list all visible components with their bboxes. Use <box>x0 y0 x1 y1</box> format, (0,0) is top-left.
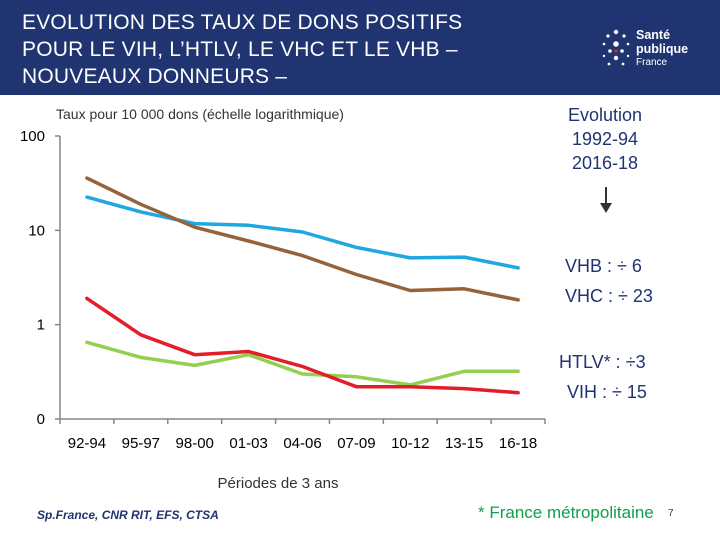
y-tick-label: 0 <box>37 411 45 428</box>
series-line-vhb <box>85 195 520 270</box>
x-tick-label: 95-97 <box>122 435 160 452</box>
title-line-3: NOUVEAUX DONNEURS – <box>22 65 288 88</box>
series-line-vih <box>85 296 520 395</box>
title-line-2: POUR LE VIH, L’HTLV, LE VHC ET LE VHB – <box>22 38 458 61</box>
ratio-vih-value: ÷ 15 <box>612 382 647 402</box>
x-tick-label: 04-06 <box>283 435 321 452</box>
logo-line-3: France <box>636 57 668 68</box>
footnote-text: * France métropolitaine <box>478 503 654 522</box>
evolution-title-line-1: Evolution <box>567 105 643 125</box>
ratio-vhb-label: VHB : <box>565 256 613 276</box>
x-tick-label: 07-09 <box>337 435 375 452</box>
chart-title: Taux pour 10 000 dons (échelle logarithm… <box>56 106 344 122</box>
ratio-htlv-value: ÷3 <box>625 352 646 372</box>
ratio-vih-label: VIH : <box>567 382 608 402</box>
ratio-vih: VIH : ÷ 15 <box>567 380 647 404</box>
ratio-vhc: VHC : ÷ 23 <box>565 284 653 308</box>
logo-line-1: Santé <box>636 28 671 42</box>
sante-publique-france-logo: Santé publique France <box>598 24 698 76</box>
x-axis-label: Périodes de 3 ans <box>218 475 339 492</box>
ratio-vhc-value: ÷ 23 <box>618 286 653 306</box>
y-tick-label: 10 <box>28 222 45 239</box>
logo-dots-icon <box>602 29 630 66</box>
logo-line-2: publique <box>636 42 689 56</box>
series-line-vhc <box>85 176 520 302</box>
ratio-vhb: VHB : ÷ 6 <box>565 254 642 278</box>
evolution-title-line-3: 2016-18 <box>571 153 639 173</box>
page-title: EVOLUTION DES TAUX DE DONS POSITIFS POUR… <box>22 9 582 90</box>
x-tick-label: 98-00 <box>176 435 214 452</box>
sources-text: Sp.France, CNR RIT, EFS, CTSA <box>37 508 219 522</box>
ratio-htlv-label: HTLV* : <box>559 352 621 372</box>
y-tick-label: 1 <box>37 317 45 334</box>
x-tick-label: 10-12 <box>391 435 429 452</box>
title-line-1: EVOLUTION DES TAUX DE DONS POSITIFS <box>22 11 463 34</box>
y-tick-label: 100 <box>20 128 45 145</box>
ratio-vhb-value: ÷ 6 <box>617 256 642 276</box>
x-tick-label: 16-18 <box>499 435 537 452</box>
logo-text: Santé publique France <box>636 28 688 69</box>
evolution-title-line-2: 1992-94 <box>571 129 639 149</box>
x-tick-label: 92-94 <box>68 435 106 452</box>
x-tick-label: 13-15 <box>445 435 483 452</box>
ratio-vhc-label: VHC : <box>565 286 614 306</box>
series-line-htlv <box>85 340 520 387</box>
x-tick-label: 01-03 <box>229 435 267 452</box>
ratio-htlv: HTLV* : ÷3 <box>559 350 646 374</box>
page-number: 7 <box>668 508 674 519</box>
evolution-title: Evolution 1992-94 2016-18 <box>538 103 672 175</box>
header-banner: EVOLUTION DES TAUX DE DONS POSITIFS POUR… <box>0 0 720 95</box>
